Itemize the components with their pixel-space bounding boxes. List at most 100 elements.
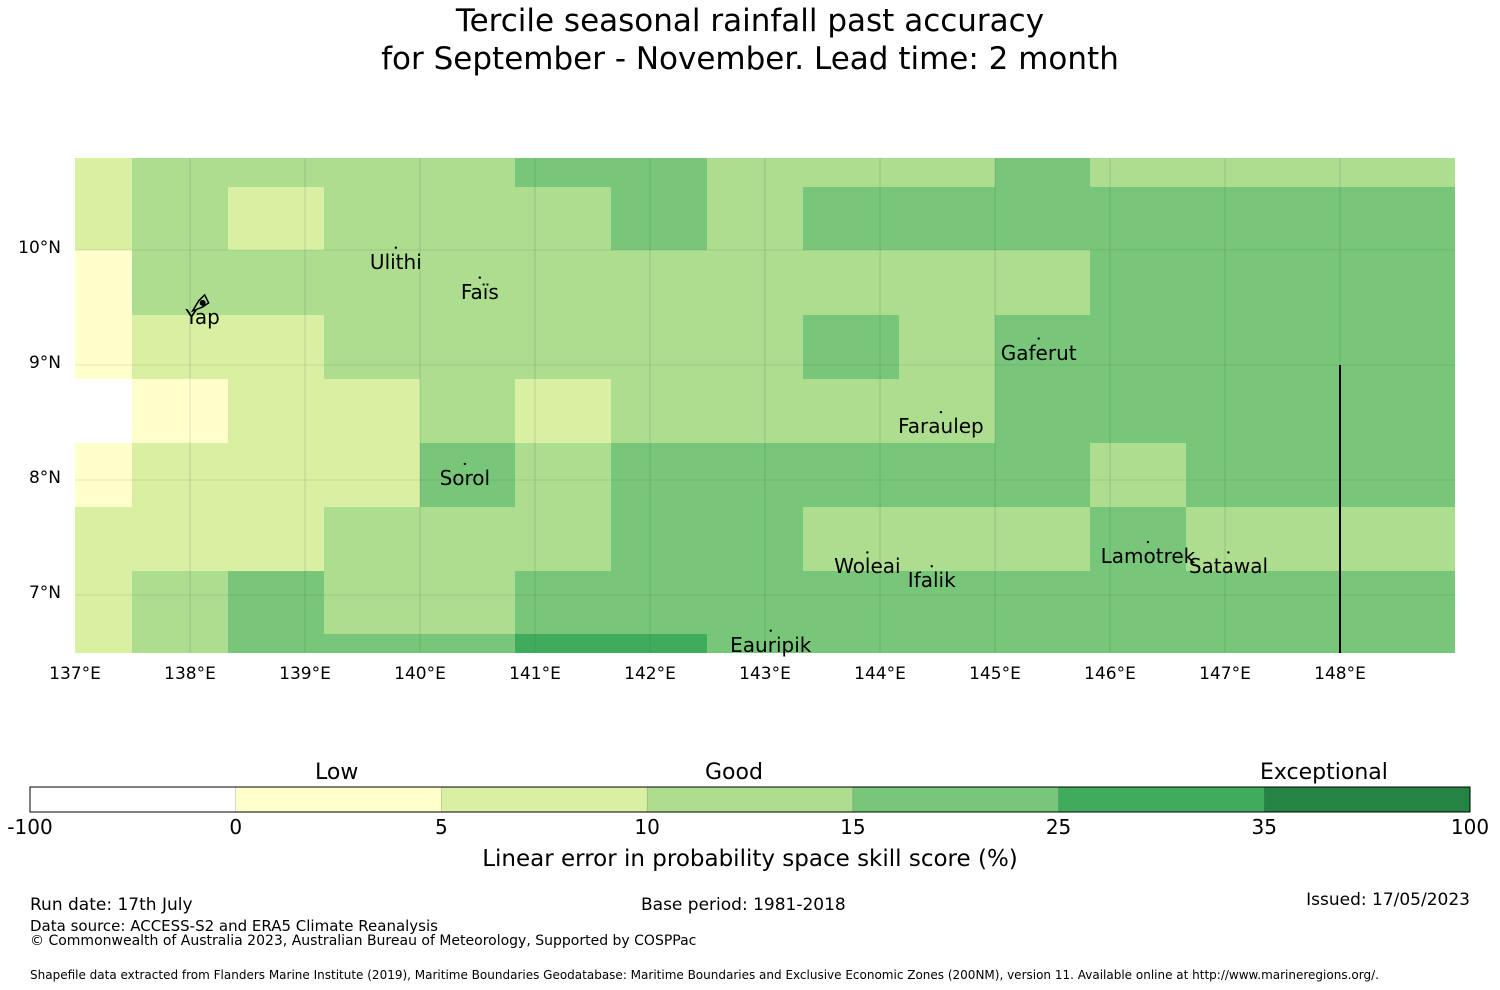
grid-cell	[803, 250, 899, 315]
shapefile-credit: Shapefile data extracted from Flanders M…	[30, 968, 1379, 982]
grid-cell	[707, 187, 803, 250]
grid-cell	[515, 443, 611, 507]
longitude-tick-label: 148°E	[1314, 664, 1366, 684]
skill-grid-cells	[75, 158, 1455, 653]
grid-cell	[803, 315, 899, 379]
grid-cell	[228, 187, 324, 250]
grid-cell	[899, 158, 995, 187]
grid-cell	[132, 315, 228, 379]
grid-cell	[803, 571, 899, 634]
grid-cell	[420, 250, 515, 315]
grid-cell	[324, 634, 420, 653]
island-marker	[930, 565, 933, 568]
grid-cell	[1090, 443, 1186, 507]
grid-cell	[1090, 158, 1186, 187]
grid-cell	[611, 158, 707, 187]
map-title-line2: for September - November. Lead time: 2 m…	[381, 41, 1119, 77]
colorbar-tick-label: 10	[634, 815, 660, 839]
island-label: Gaferut	[1000, 340, 1077, 365]
grid-cell	[803, 443, 899, 507]
grid-cell	[228, 507, 324, 571]
colorbar-tick-label: 25	[1045, 815, 1072, 839]
grid-cell	[707, 634, 803, 653]
island-marker	[463, 462, 467, 466]
island-marker	[394, 246, 398, 249]
grid-cell	[228, 634, 324, 653]
grid-cell	[228, 571, 324, 634]
grid-cell	[324, 571, 420, 634]
grid-cell	[515, 315, 611, 379]
longitude-tick-label: 144°E	[854, 664, 906, 684]
grid-cell	[803, 634, 899, 653]
longitude-tick-label: 138°E	[164, 664, 216, 684]
grid-cell	[515, 379, 611, 443]
grid-cell	[324, 507, 420, 571]
grid-cell	[611, 187, 707, 250]
grid-cell	[899, 250, 995, 315]
grid-cell	[75, 443, 132, 507]
colorbar-tick-label: 5	[435, 815, 448, 839]
island-label: Yap	[185, 304, 220, 329]
grid-cell	[611, 571, 707, 634]
grid-cell	[132, 634, 228, 653]
grid-cell	[515, 187, 611, 250]
longitude-tick-label: 137°E	[49, 664, 101, 684]
grid-cell	[420, 158, 515, 187]
colorbar	[29, 786, 1471, 813]
longitude-tick-label: 140°E	[394, 664, 446, 684]
map-title-line1: Tercile seasonal rainfall past accuracy	[455, 3, 1045, 39]
grid-cell	[420, 315, 515, 379]
grid-cell	[132, 507, 228, 571]
island-coastline	[190, 293, 210, 313]
grid-cell	[995, 379, 1090, 443]
colorbar-tick-label: 15	[840, 815, 866, 839]
longitude-tick-label: 139°E	[279, 664, 331, 684]
colorbar-segment	[441, 787, 648, 812]
grid-cell	[1186, 634, 1455, 653]
grid-cell	[707, 158, 803, 187]
grid-cell	[707, 507, 803, 571]
colorbar-tick-label: 100	[1450, 815, 1490, 839]
island-label: Satawal	[1188, 554, 1269, 579]
grid-cell	[420, 379, 515, 443]
grid-cell	[515, 571, 611, 634]
grid-cell	[995, 250, 1090, 315]
grid-cell	[995, 443, 1090, 507]
island-label: Faraulep	[898, 414, 984, 439]
grid-cell	[707, 250, 803, 315]
longitude-tick-label: 143°E	[739, 664, 791, 684]
grid-cell	[324, 379, 420, 443]
run-date: Run date: 17th July	[30, 895, 193, 915]
island-label: Faïs	[460, 279, 499, 304]
island-marker	[1037, 337, 1040, 340]
colorbar-segment	[30, 787, 236, 812]
grid-cell	[1090, 571, 1186, 634]
longitude-tick-label: 142°E	[624, 664, 676, 684]
grid-cell	[611, 315, 707, 379]
category-good: Good	[705, 760, 763, 785]
grid-cell	[420, 571, 515, 634]
colorbar-segment	[235, 787, 442, 812]
grid-cell	[899, 315, 995, 379]
colorbar-tick-label: 0	[229, 815, 243, 839]
grid-cell	[1090, 187, 1186, 250]
graticule	[75, 158, 1455, 653]
grid-cell	[75, 315, 132, 379]
grid-cell	[1186, 315, 1455, 379]
grid-cell	[803, 158, 899, 187]
latitude-tick-label: 10°N	[18, 238, 61, 258]
grid-cell	[995, 571, 1090, 634]
data-source: Data source: ACCESS-S2 and ERA5 Climate …	[30, 917, 438, 935]
island-marker	[939, 410, 943, 414]
grid-cell	[75, 250, 132, 315]
grid-cell	[803, 507, 899, 571]
grid-cell	[995, 507, 1090, 571]
grid-cell	[707, 379, 803, 443]
colorbar-tick-label: 35	[1251, 815, 1277, 839]
grid-cell	[228, 250, 324, 315]
grid-cell	[75, 379, 132, 443]
grid-cell	[611, 443, 707, 507]
base-period: Base period: 1981-2018	[641, 895, 846, 915]
colorbar-tick-label: -100	[7, 815, 53, 839]
grid-cell	[132, 443, 228, 507]
